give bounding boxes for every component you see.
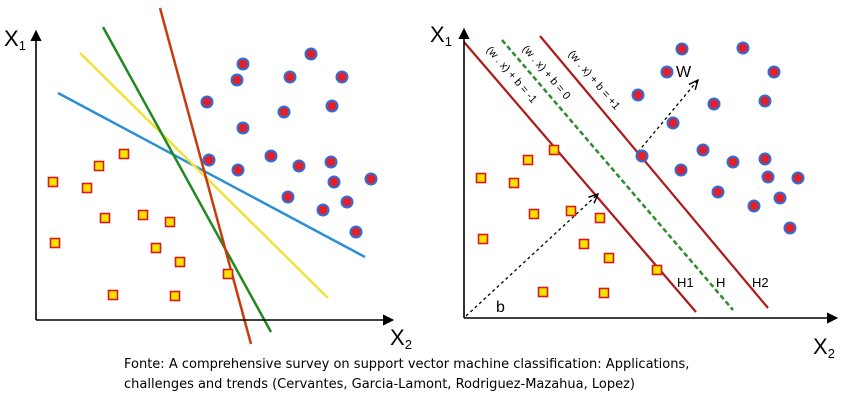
- right-axes: X1 X2: [430, 22, 839, 361]
- square-point: [174, 256, 186, 268]
- circle-point: [707, 97, 721, 111]
- circle-point: [327, 175, 341, 189]
- circle-point: [791, 171, 805, 185]
- square-point: [93, 160, 105, 172]
- circle-point: [761, 170, 775, 184]
- circle-point: [325, 99, 339, 113]
- orange-separator-line: [158, 7, 253, 345]
- circle-point: [277, 105, 291, 119]
- left-x-axis-label: X2: [390, 325, 412, 352]
- square-point: [169, 290, 181, 302]
- circle-point: [660, 65, 674, 79]
- circle-point: [635, 149, 649, 163]
- square-point: [578, 238, 590, 250]
- circle-point: [283, 70, 297, 84]
- caption-line-2: challenges and trends (Cervantes, Garcia…: [124, 377, 635, 392]
- right-x-axis-label: X2: [813, 334, 835, 361]
- figure-caption: Fonte: A comprehensive survey on support…: [124, 355, 764, 395]
- circle-point: [783, 221, 797, 235]
- square-point: [47, 176, 59, 188]
- vector-w-arrow: [637, 80, 698, 153]
- square-point: [594, 212, 606, 224]
- circle-point: [773, 191, 787, 205]
- circle-point: [758, 152, 772, 166]
- vectors: b W: [465, 64, 698, 317]
- equation-plus-one: (w . x) + b = +1: [566, 48, 623, 112]
- right-class-circle-points: [631, 41, 805, 235]
- circle-point: [202, 153, 216, 167]
- square-point: [99, 212, 111, 224]
- circle-point: [349, 225, 363, 239]
- left-class-square-points: [47, 148, 234, 302]
- square-point: [49, 237, 61, 249]
- circle-point: [696, 143, 710, 157]
- square-point: [81, 182, 93, 194]
- circle-point: [264, 149, 278, 163]
- caption-line-1: Fonte: A comprehensive survey on support…: [124, 357, 690, 372]
- square-point: [598, 287, 610, 299]
- square-point: [164, 216, 176, 228]
- circle-point: [364, 172, 378, 186]
- circle-point: [316, 203, 330, 217]
- square-point: [603, 252, 615, 264]
- hyperplane-h: [501, 39, 734, 311]
- square-point: [107, 289, 119, 301]
- square-point: [508, 177, 520, 189]
- circle-point: [767, 65, 781, 79]
- green-separator-line: [101, 26, 273, 333]
- square-point: [548, 144, 560, 156]
- left-y-axis-label: X1: [4, 26, 26, 53]
- square-point: [651, 264, 663, 276]
- circle-point: [726, 155, 740, 169]
- circle-point: [758, 94, 772, 108]
- hyperplane-names: H1 H H2: [677, 275, 769, 290]
- circle-point: [324, 155, 338, 169]
- square-point: [537, 286, 549, 298]
- square-point: [222, 268, 234, 280]
- circle-point: [674, 163, 688, 177]
- circle-point: [281, 190, 295, 204]
- label-h2: H2: [752, 275, 769, 290]
- circle-point: [666, 116, 680, 130]
- left-panel: X1 X2: [4, 7, 412, 352]
- right-panel: X1 X2 b W (w . x) + b = -1 (w . x) + b =…: [430, 22, 839, 361]
- circle-point: [631, 88, 645, 102]
- circle-point: [675, 42, 689, 56]
- label-h: H: [716, 275, 725, 290]
- left-class-circle-points: [200, 47, 378, 239]
- square-point: [137, 209, 149, 221]
- circle-point: [236, 121, 250, 135]
- circle-point: [304, 47, 318, 61]
- square-point: [475, 172, 487, 184]
- circle-point: [335, 70, 349, 84]
- square-point: [565, 205, 577, 217]
- square-point: [118, 148, 130, 160]
- circle-point: [292, 159, 306, 173]
- square-point: [522, 154, 534, 166]
- circle-point: [340, 195, 354, 209]
- blue-separator-line: [57, 91, 366, 259]
- right-class-square-points: [475, 144, 663, 299]
- circle-point: [736, 41, 750, 55]
- vector-w-label: W: [676, 64, 692, 81]
- label-h1: H1: [677, 275, 694, 290]
- circle-point: [747, 199, 761, 213]
- circle-point: [711, 185, 725, 199]
- left-axes: X1 X2: [4, 26, 412, 352]
- right-y-axis-label: X1: [430, 22, 452, 49]
- square-point: [150, 242, 162, 254]
- margin-line-h2: [539, 35, 769, 309]
- square-point: [528, 208, 540, 220]
- vector-b-label: b: [496, 299, 505, 316]
- candidate-lines: [57, 7, 366, 345]
- circle-point: [236, 57, 250, 71]
- equation-labels: (w . x) + b = -1 (w . x) + b = 0 (w . x)…: [484, 43, 623, 112]
- circle-point: [231, 163, 245, 177]
- circle-point: [200, 95, 214, 109]
- yellow-separator-line: [79, 52, 329, 299]
- square-point: [477, 233, 489, 245]
- circle-point: [230, 73, 244, 87]
